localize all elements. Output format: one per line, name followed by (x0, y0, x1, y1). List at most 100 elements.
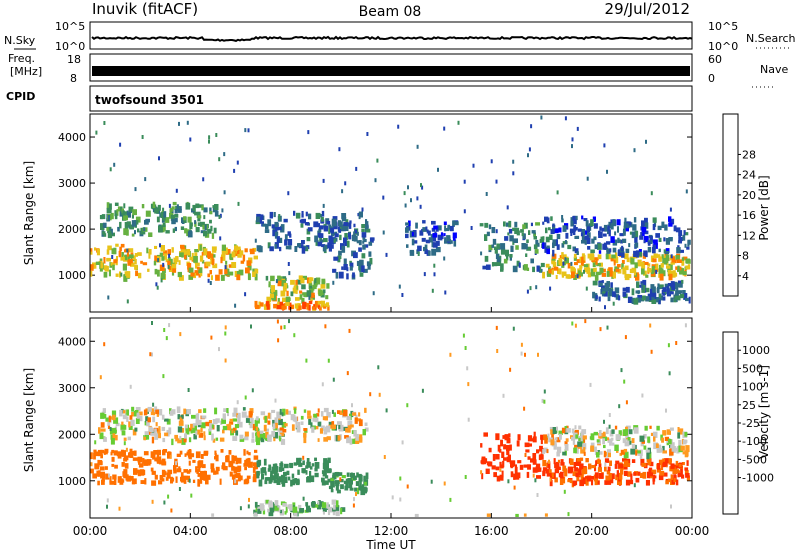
velocity-cell (165, 336, 168, 341)
power-cell (171, 263, 177, 269)
velocity-cell (449, 497, 452, 502)
velocity-cell (278, 435, 281, 440)
velocity-cell (603, 419, 605, 424)
power-cell (110, 262, 115, 266)
power-cell (323, 305, 327, 309)
power-cell (163, 253, 167, 260)
velocity-cell (399, 476, 402, 481)
velocity-cell (350, 472, 355, 478)
power-cell (643, 230, 649, 235)
velocity-cell (331, 424, 336, 430)
power-cell (675, 255, 680, 261)
power-cell (266, 296, 272, 303)
velocity-cell (667, 478, 672, 483)
velocity-cell (653, 475, 657, 479)
velocity-cell (355, 492, 357, 496)
velocity-cell (292, 506, 298, 513)
velocity-cell (532, 467, 538, 473)
velocity-cell (553, 443, 557, 450)
velocity-cell (180, 476, 183, 482)
power-cell (521, 232, 524, 237)
power-cell (176, 204, 179, 209)
velocity-cell (679, 428, 684, 435)
power-cell (660, 295, 663, 301)
power-cell (513, 238, 518, 243)
power-cell (148, 232, 153, 237)
power-cell (422, 227, 428, 232)
velocity-cell (630, 448, 636, 455)
power-cell (596, 263, 601, 267)
power-cell (410, 230, 413, 234)
velocity-cell (114, 478, 117, 485)
velocity-cell (406, 403, 409, 408)
power-cell (324, 245, 327, 252)
velocity-cell (184, 453, 187, 457)
power-cell (288, 302, 292, 310)
velocity-cell (571, 436, 574, 441)
power-cell (289, 233, 292, 238)
velocity-cell (338, 424, 344, 432)
velocity-cell (485, 468, 490, 474)
velocity-cell (117, 476, 122, 483)
power-cell (645, 274, 649, 278)
velocity-cell (284, 511, 287, 515)
velocity-cell (314, 472, 319, 478)
power-cell (356, 231, 359, 236)
power-cell (376, 158, 379, 163)
power-cell (184, 228, 188, 234)
velocity-colorbar-label: -500 (742, 453, 767, 466)
power-cell (315, 212, 321, 219)
velocity-cell (114, 429, 117, 434)
power-cell (662, 257, 668, 265)
power-cell (536, 242, 540, 247)
power-cell (212, 265, 216, 269)
velocity-cell (188, 478, 191, 483)
power-cell (112, 264, 115, 271)
velocity-cell (514, 466, 518, 473)
power-cell (552, 223, 555, 227)
velocity-cell (249, 422, 253, 429)
velocity-cell (322, 462, 327, 470)
power-cell (277, 279, 283, 287)
power-cell (322, 178, 325, 183)
power-cell (407, 185, 409, 190)
velocity-cell (158, 409, 163, 416)
velocity-cell (508, 433, 511, 437)
velocity-cell (123, 457, 128, 462)
power-cell (624, 265, 629, 271)
velocity-cell (573, 462, 577, 468)
velocity-cell (175, 476, 178, 483)
power-cell (614, 287, 620, 294)
velocity-cell (551, 472, 554, 478)
velocity-cell (507, 479, 510, 484)
velocity-cell (675, 479, 679, 486)
power-cell (485, 192, 488, 196)
power-cell (552, 249, 555, 257)
power-cell (103, 121, 106, 125)
power-cell (339, 221, 343, 227)
velocity-cell (583, 451, 586, 456)
power-cell (580, 260, 584, 267)
velocity-cell (588, 463, 592, 470)
power-cell (668, 216, 672, 222)
velocity-cell (500, 464, 504, 469)
velocity-cell (215, 466, 220, 472)
power-cell (425, 239, 430, 244)
velocity-cell (151, 480, 157, 486)
velocity-cell (140, 480, 146, 484)
power-cell (295, 285, 298, 290)
velocity-cell (295, 480, 300, 484)
power-cell (640, 281, 645, 285)
power-cell (602, 233, 607, 237)
power-cell (564, 257, 567, 262)
power-cell (323, 289, 326, 294)
power-cell (117, 226, 120, 232)
power-cell (210, 225, 213, 232)
power-cell (318, 289, 323, 296)
power-cell (586, 237, 591, 244)
velocity-cell (625, 400, 628, 405)
power-cell (322, 203, 325, 208)
power-cell (325, 244, 328, 250)
velocity-cell (187, 388, 190, 392)
velocity-cell (509, 444, 512, 451)
